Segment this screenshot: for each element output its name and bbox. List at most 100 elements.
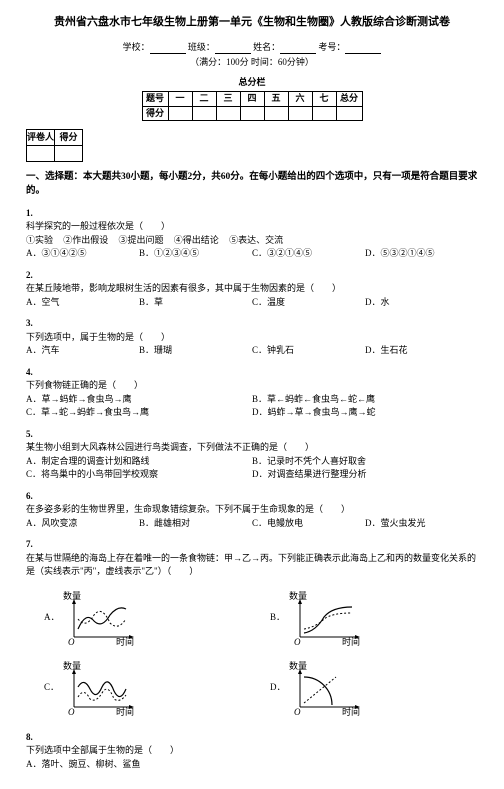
cell <box>336 106 362 121</box>
opt-b: B．雌雄相对 <box>139 517 252 531</box>
cell <box>216 106 240 121</box>
chart-a-svg: 数量 O 时间 <box>60 589 142 647</box>
th: 二 <box>192 92 216 107</box>
cell <box>288 106 312 121</box>
chart-label: C． <box>44 681 60 695</box>
chart-b-svg: 数量 O 时间 <box>286 589 368 647</box>
cell <box>27 146 55 162</box>
opt-c: C．温度 <box>252 296 365 310</box>
question-8: 8. 下列选项中全部属于生物的是（ ） A．落叶、豌豆、柳树、鲨鱼 <box>26 731 478 772</box>
q-text: 在某与世隔绝的海岛上存在着唯一的一条食物链：甲→乙→丙。下列能正确表示此海岛上乙… <box>26 552 478 579</box>
name-label: 姓名： <box>253 42 280 52</box>
xlabel: 时间 <box>342 706 360 717</box>
options: A．风吹变凉 B．雌雄相对 C．电鳗放电 D．萤火虫发光 <box>26 517 478 531</box>
question-6: 6. 在多姿多彩的生物世界里，生命现象错综复杂。下列不属于生命现象的是（ ） A… <box>26 490 478 531</box>
q-text: 科学探究的一般过程依次是（ ） <box>26 220 478 234</box>
q-text: 下列食物链正确的是（ ） <box>26 379 478 393</box>
cell <box>55 146 83 162</box>
class-blank <box>215 44 251 54</box>
origin: O <box>68 707 75 717</box>
sub-info: （满分：100分 时间：60分钟） <box>26 56 478 70</box>
q-text: 在某丘陵地带，影响龙眼树生活的因素有很多，其中属于生物因素的是（ ） <box>26 282 478 296</box>
examno-label: 考号： <box>318 42 345 52</box>
class-label: 班级： <box>188 42 215 52</box>
opt-d: D．对调查结果进行整理分析 <box>252 468 478 482</box>
th: 四 <box>240 92 264 107</box>
options: A．制定合理的调查计划和路线 B．记录时不凭个人喜好取舍 C．将鸟巢中的小鸟带回… <box>26 455 478 482</box>
xlabel: 时间 <box>116 706 134 717</box>
opt-a: A．汽车 <box>26 344 139 358</box>
seq-item: ④得出结论 <box>174 235 219 245</box>
chart-c-svg: 数量 O 时间 <box>60 659 142 717</box>
opt-a: A．制定合理的调查计划和路线 <box>26 455 252 469</box>
cell <box>192 106 216 121</box>
xlabel: 时间 <box>116 636 134 647</box>
ylabel: 数量 <box>289 590 307 601</box>
q-num: 3. <box>26 317 478 331</box>
school-blank <box>150 44 186 54</box>
q-text: 下列选项中，属于生物的是（ ） <box>26 331 478 345</box>
chart-d: D． 数量 O 时间 <box>252 653 478 723</box>
chart-label: D． <box>270 681 286 695</box>
school-label: 学校： <box>123 42 150 52</box>
question-4: 4. 下列食物链正确的是（ ） A．草→蚂蚱→食虫鸟→鹰 B．草←蚂蚱←食虫鸟←… <box>26 366 478 420</box>
ylabel: 数量 <box>63 660 81 671</box>
opt-a: A．落叶、豌豆、柳树、鲨鱼 <box>26 758 478 772</box>
options: A．空气 B．草 C．温度 D．水 <box>26 296 478 310</box>
chart-a: A． 数量 O 时间 <box>26 583 252 653</box>
opt-d: D．水 <box>365 296 478 310</box>
opt-b: B．①②③④⑤ <box>139 247 252 261</box>
question-5: 5. 某生物小组到大风森林公园进行鸟类调查，下列做法不正确的是（ ） A．制定合… <box>26 428 478 482</box>
q-text: 在多姿多彩的生物世界里，生命现象错综复杂。下列不属于生命现象的是（ ） <box>26 503 478 517</box>
origin: O <box>68 637 75 647</box>
opt-a: A．③①④②⑤ <box>26 247 139 261</box>
q-num: 6. <box>26 490 478 504</box>
th-total: 总分 <box>336 92 362 107</box>
seq-item: ③提出问题 <box>119 235 164 245</box>
chart-grid: A． 数量 O 时间 B． 数量 O 时间 <box>26 583 478 723</box>
opt-d: D．⑤③②①④⑤ <box>365 247 478 261</box>
th-index: 题号 <box>142 92 168 107</box>
opt-c: C．电鳗放电 <box>252 517 365 531</box>
th: 七 <box>312 92 336 107</box>
cell <box>264 106 288 121</box>
q-text: 某生物小组到大风森林公园进行鸟类调查，下列做法不正确的是（ ） <box>26 441 478 455</box>
mark-table: 评卷人 得分 <box>26 129 83 162</box>
ylabel: 数量 <box>63 590 81 601</box>
th: 五 <box>264 92 288 107</box>
q-num: 7. <box>26 538 478 552</box>
q-num: 8. <box>26 731 478 745</box>
opt-a: A．风吹变凉 <box>26 517 139 531</box>
th: 一 <box>168 92 192 107</box>
chart-label: A． <box>44 611 60 625</box>
origin: O <box>294 637 301 647</box>
chart-c: C． 数量 O 时间 <box>26 653 252 723</box>
chart-label: B． <box>270 611 286 625</box>
mark-th: 评卷人 <box>27 130 55 146</box>
info-line: 学校： 班级： 姓名： 考号： <box>26 41 478 55</box>
name-blank <box>280 44 316 54</box>
mark-th: 得分 <box>55 130 83 146</box>
seq-item: ①实验 <box>26 235 53 245</box>
opt-c: C．将鸟巢中的小鸟带回学校观察 <box>26 468 252 482</box>
question-2: 2. 在某丘陵地带，影响龙眼树生活的因素有很多，其中属于生物因素的是（ ） A．… <box>26 269 478 310</box>
score-table-label: 总分栏 <box>26 76 478 90</box>
examno-blank <box>345 44 381 54</box>
opt-c: C．钟乳石 <box>252 344 365 358</box>
options: A．草→蚂蚱→食虫鸟→鹰 B．草←蚂蚱←食虫鸟←蛇←鹰 C．草→蛇→蚂蚱→食虫鸟… <box>26 393 478 420</box>
q-num: 1. <box>26 207 478 221</box>
chart-b: B． 数量 O 时间 <box>252 583 478 653</box>
q-num: 5. <box>26 428 478 442</box>
opt-d: D．萤火虫发光 <box>365 517 478 531</box>
options: A．汽车 B．珊瑚 C．钟乳石 D．生石花 <box>26 344 478 358</box>
options: A．③①④②⑤ B．①②③④⑤ C．③②①④⑤ D．⑤③②①④⑤ <box>26 247 478 261</box>
row-label: 得分 <box>142 106 168 121</box>
opt-b: B．珊瑚 <box>139 344 252 358</box>
xlabel: 时间 <box>342 636 360 647</box>
opt-d: D．蚂蚱→草→食虫鸟→鹰→蛇 <box>252 406 478 420</box>
section-head: 一、选择题：本大题共30小题，每小题2分，共60分。在每小题给出的四个选项中，只… <box>26 170 478 199</box>
opt-c: C．③②①④⑤ <box>252 247 365 261</box>
opt-b: B．草←蚂蚱←食虫鸟←蛇←鹰 <box>252 393 478 407</box>
chart-d-svg: 数量 O 时间 <box>286 659 368 717</box>
opt-b: B．草 <box>139 296 252 310</box>
